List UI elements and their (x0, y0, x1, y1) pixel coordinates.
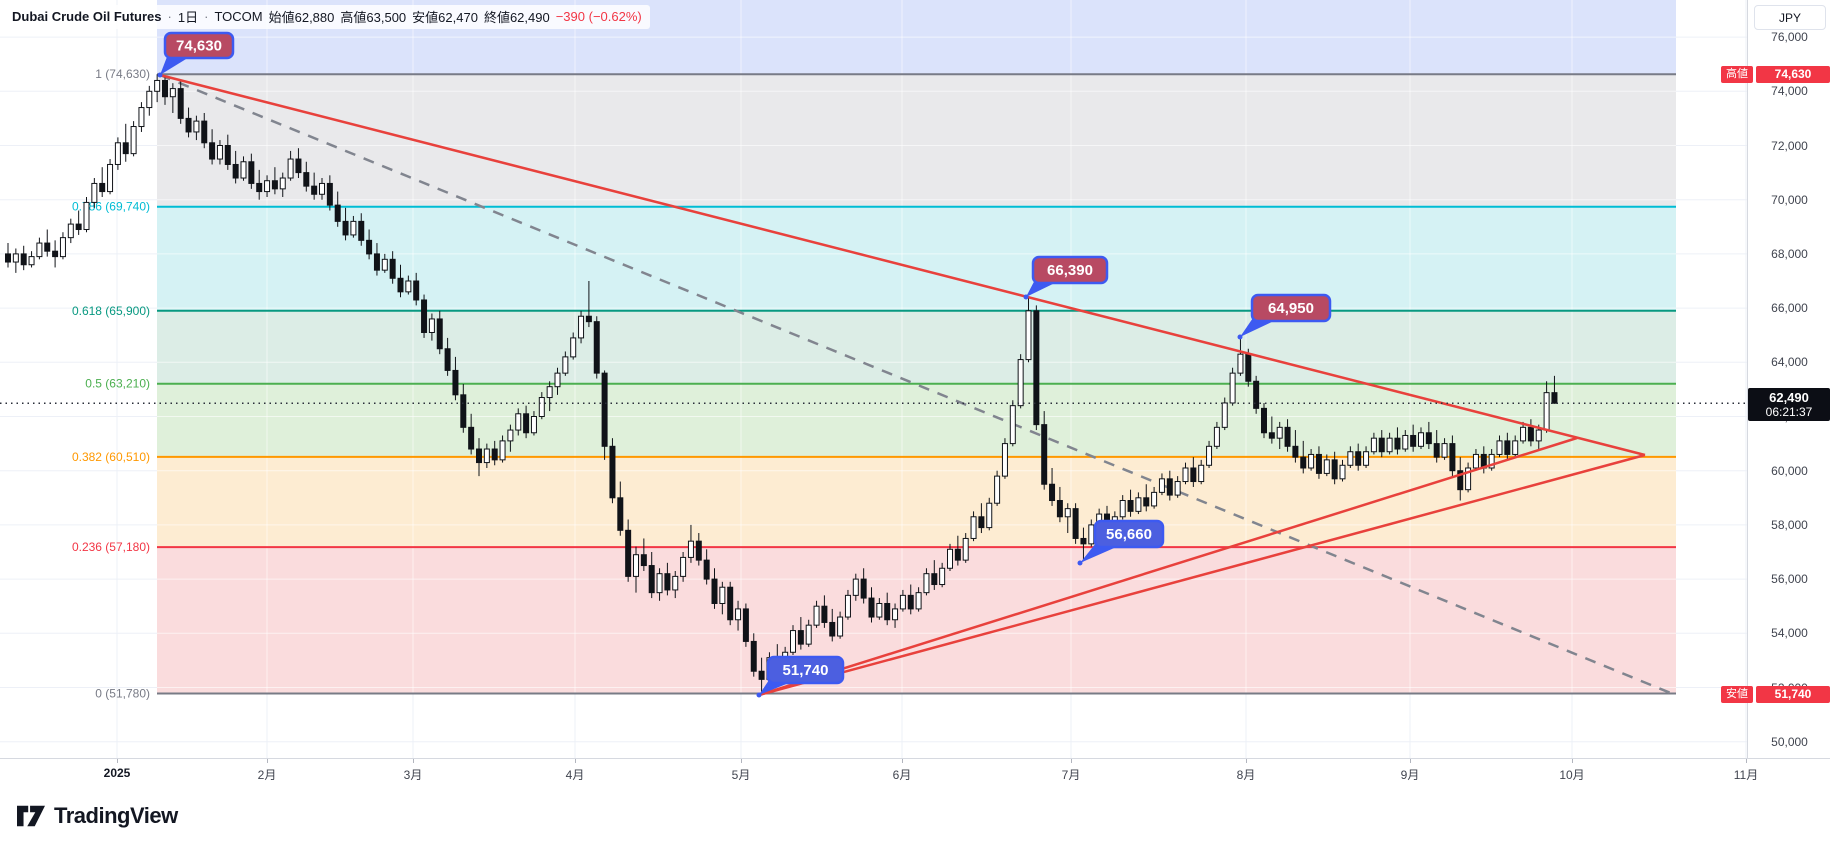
callout-label: 74,630 (176, 38, 222, 55)
fib-retracement[interactable]: 1 (74,630) 0.786 (69,740) 0.618 (65,900) 0.… (72, 67, 1676, 700)
callout-bubble[interactable] (1031, 255, 1109, 285)
tradingview-logo-icon (17, 805, 45, 827)
callout-bubble[interactable] (1250, 293, 1332, 323)
low-marker-label: 安値 (1721, 686, 1753, 704)
price-axis-label: 70,000 (1771, 192, 1808, 207)
time-axis-tick (413, 759, 414, 763)
fib-base-trendline[interactable] (159, 73, 1674, 696)
callout-bubble[interactable] (1093, 519, 1165, 549)
callout-label: 66,390 (1047, 262, 1093, 279)
tradingview-logo-text: TradingView (54, 803, 178, 828)
price-axis-label: 60,000 (1771, 463, 1808, 478)
time-axis[interactable]: 2025 2月 3月 4月 5月 6月 7月 8月 9月 10月 11月 (0, 758, 1830, 795)
fib-level-label: 0.786 (69,740) (72, 200, 150, 214)
time-axis-tick (575, 759, 576, 763)
price-axis-label: 74,000 (1771, 84, 1808, 99)
time-axis-tick (741, 759, 742, 763)
gridlines-over-bands (157, 0, 1676, 694)
price-axis-label: 50,000 (1771, 734, 1808, 749)
price-axis-label: 64,000 (1771, 355, 1808, 370)
low-marker-value: 51,740 (1756, 686, 1830, 704)
callout-label: 51,740 (783, 662, 829, 679)
fib-level-label: 0 (51,780) (95, 686, 150, 700)
callout-label: 56,660 (1106, 526, 1152, 543)
price-callouts[interactable]: 74,630 66,390 64,950 56,660 51,740 (157, 31, 1332, 698)
price-axis-label: 76,000 (1771, 30, 1808, 45)
fib-level-label: 0.5 (63,210) (85, 377, 150, 391)
candlesticks (5, 74, 1558, 695)
time-axis-tick (1246, 759, 1247, 763)
time-axis-label: 9月 (1400, 768, 1420, 782)
time-axis-tick (1572, 759, 1573, 763)
fib-level-label: 0.618 (65,900) (72, 304, 150, 318)
time-axis-tick (1746, 759, 1747, 763)
last-price-badge: 62,490 06:21:37 (1748, 388, 1830, 422)
time-axis-tick (1410, 759, 1411, 763)
legend-separator: · (167, 9, 172, 24)
price-axis-label: 58,000 (1771, 517, 1808, 532)
callout-bubble[interactable] (766, 655, 845, 685)
fib-level-label: 0.382 (60,510) (72, 450, 150, 464)
time-axis-label: 7月 (1061, 768, 1081, 782)
price-axis[interactable]: 50,00052,00054,00056,00058,00060,00062,0… (1747, 0, 1830, 758)
last-price-value: 62,490 (1769, 390, 1809, 406)
currency-toggle-button[interactable]: JPY (1754, 5, 1826, 30)
last-price-time: 06:21:37 (1765, 405, 1813, 420)
ohlc-open: 始値62,880 (268, 10, 335, 25)
time-axis-label: 2月 (257, 768, 277, 782)
chart-legend[interactable]: Dubai Crude Oil Futures · 1日 · TOCOM 始値6… (8, 5, 650, 29)
interval-label: 1日 (177, 10, 199, 25)
callout-bubble[interactable] (163, 31, 235, 60)
high-price-row: 高値 74,630 (1640, 65, 1830, 83)
time-axis-label: 10月 (1559, 768, 1585, 782)
fib-bands (157, 0, 1676, 694)
price-change: −390 (−0.62%) (555, 9, 642, 24)
exchange-label: TOCOM (214, 9, 263, 24)
fib-level-label: 1 (74,630) (95, 67, 150, 81)
ohlc-low: 安値62,470 (412, 10, 478, 25)
price-axis-label: 54,000 (1771, 626, 1808, 641)
time-axis-tick (1071, 759, 1072, 763)
callout-label: 64,950 (1268, 300, 1314, 317)
time-axis-tick (117, 759, 118, 763)
time-axis-label: 3月 (403, 768, 423, 782)
time-axis-label: 2025 (103, 766, 131, 780)
time-axis-label: 5月 (731, 768, 751, 782)
fib-level-label: 0.236 (57,180) (72, 540, 150, 554)
price-axis-label: 66,000 (1771, 301, 1808, 316)
price-axis-label: 72,000 (1771, 138, 1808, 153)
high-marker-value: 74,630 (1756, 65, 1830, 83)
time-axis-label: 6月 (892, 768, 912, 782)
time-axis-label: 4月 (565, 768, 585, 782)
time-axis-tick (267, 759, 268, 763)
price-axis-label: 56,000 (1771, 572, 1808, 587)
time-axis-tick (902, 759, 903, 763)
trendlines[interactable] (159, 73, 1646, 697)
ohlc-high: 高値63,500 (340, 10, 407, 25)
price-axis-label: 68,000 (1771, 246, 1808, 261)
tradingview-logo[interactable]: TradingView (16, 802, 178, 830)
ohlc-close: 終値62,490 (483, 10, 550, 25)
time-axis-label: 11月 (1733, 768, 1759, 782)
legend-separator: · (204, 9, 209, 24)
low-price-row: 安値 51,740 (1640, 686, 1830, 704)
time-axis-label: 8月 (1236, 768, 1256, 782)
high-marker-label: 高値 (1721, 65, 1753, 83)
symbol-title: Dubai Crude Oil Futures (12, 9, 162, 24)
